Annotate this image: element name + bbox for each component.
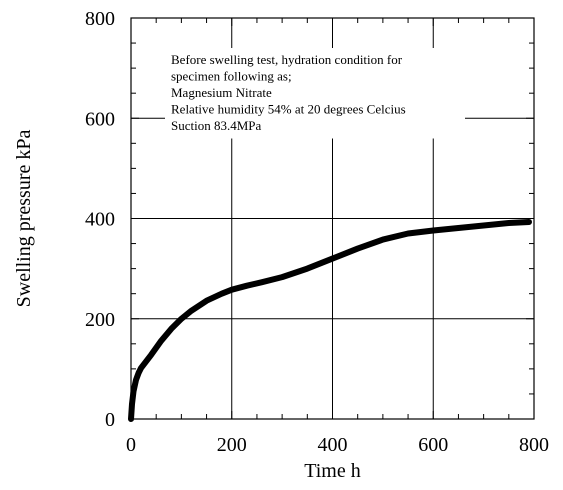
annotation-line: Suction 83.4MPa xyxy=(171,118,262,133)
annotation-line: Magnesium Nitrate xyxy=(171,85,272,100)
x-tick-label: 200 xyxy=(217,434,247,456)
y-tick-label: 800 xyxy=(85,8,115,30)
x-tick-label: 600 xyxy=(418,434,448,456)
y-tick-label: 200 xyxy=(85,309,115,331)
plot-frame xyxy=(130,17,535,420)
y-tick-label: 0 xyxy=(105,409,115,431)
y-tick-label: 400 xyxy=(85,209,115,231)
annotation-text: Before swelling test, hydration conditio… xyxy=(171,52,406,133)
x-tick-label: 400 xyxy=(318,434,348,456)
x-tick-labels: 0 200 400 600 800 xyxy=(126,434,549,456)
annotation-line: Relative humidity 54% at 20 degrees Celc… xyxy=(171,102,406,117)
x-tick-label: 800 xyxy=(519,434,549,456)
y-tick-label: 600 xyxy=(85,108,115,130)
annotation-box xyxy=(165,48,465,139)
y-tick-labels: 0 200 400 600 800 xyxy=(85,8,115,431)
x-axis-label: Time h xyxy=(304,460,361,482)
annotation-line: specimen following as; xyxy=(171,69,292,84)
y-axis-label: Swelling pressure kPa xyxy=(13,130,35,308)
x-tick-label: 0 xyxy=(126,434,136,456)
series-line-swelling-pressure xyxy=(128,219,532,422)
annotation-line: Before swelling test, hydration conditio… xyxy=(171,52,403,67)
